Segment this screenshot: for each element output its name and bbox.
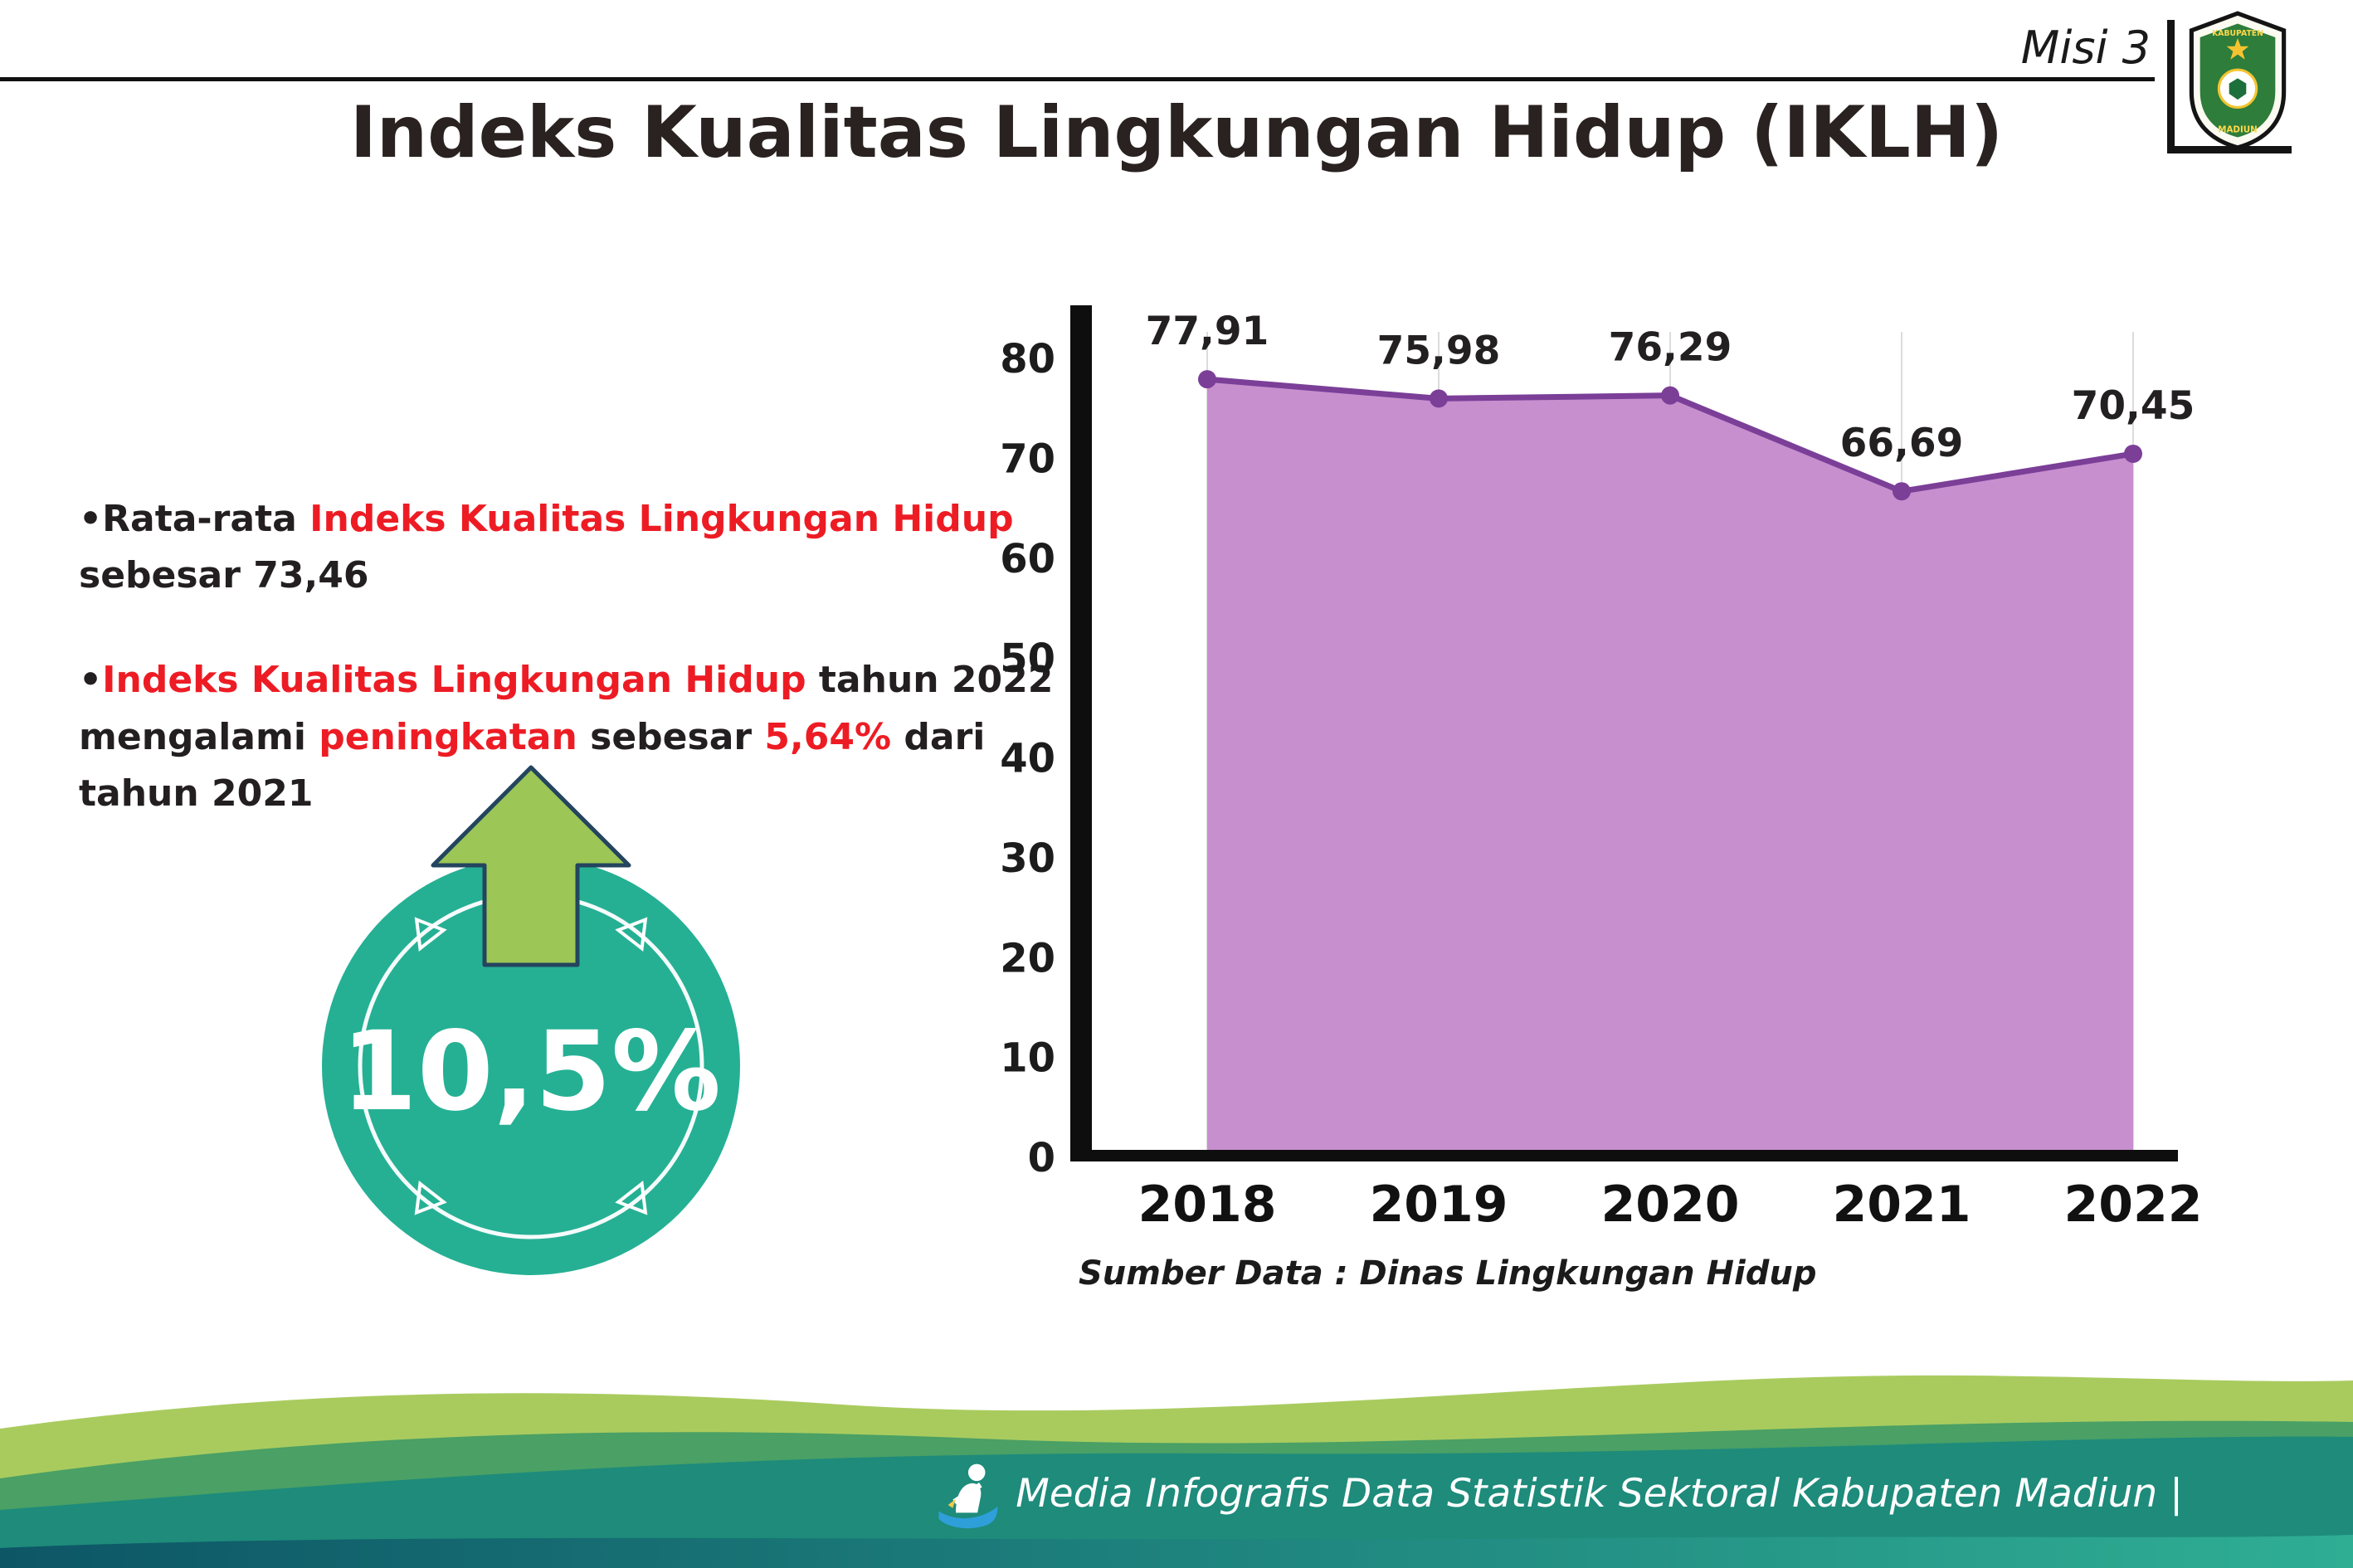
chart-area [1207,379,2133,1153]
y-tick-label: 50 [1000,635,1055,682]
text-segment: sebesar [577,715,765,758]
footer-waves [0,1375,2353,1568]
y-tick-label: 60 [1000,536,1055,582]
chart-source-note: Sumber Data : Dinas Lingkungan Hidup [1079,1254,1817,1293]
value-label: 75,98 [1377,328,1501,373]
iklh-area-chart: 77,91 75,98 76,29 66,69 70,45 0 10 20 30 40 50 60 70… [1000,305,2203,1234]
chart-point [1893,482,1911,501]
footer-bar: Media Infografis Data Statistik Sektoral… [0,1454,2353,1533]
y-tick-label: 70 [1000,436,1055,482]
logo-frame-vertical [2167,20,2175,153]
text-segment: dari tahun 2021 [79,715,986,815]
logo-emblem-shape [2229,78,2247,100]
x-tick-label: 2021 [1833,1176,1971,1234]
value-label: 70,45 [2072,383,2195,429]
text-segment-highlight: Indeks Kualitas Lingkungan Hidup [309,498,1014,540]
y-tick-label: 20 [1000,935,1055,981]
badge-ring-triangles [414,917,648,1215]
bullet-increase-iklh: •Indeks Kualitas Lingkungan Hidup tahun … [79,652,1058,822]
bullet-marker: • [79,498,103,540]
writer-icon-pencil-tip [948,1498,957,1508]
x-tick-label: 2019 [1370,1176,1508,1234]
ring-triangle-icon [615,1181,648,1215]
value-label: 66,69 [1840,421,1964,466]
value-label: 77,91 [1146,309,1269,354]
chart-point [1198,370,1216,389]
x-tick-label: 2018 [1138,1176,1277,1234]
top-divider-line [0,77,2155,81]
y-tick-label: 30 [1000,835,1055,882]
chart-point [2124,444,2142,463]
ring-triangle-icon [414,917,447,952]
increase-badge: 10,5% [322,765,740,1275]
x-tick-label: 2020 [1601,1176,1740,1234]
ring-triangle-icon [414,1181,447,1215]
wave-bottom-strip [0,1535,2353,1568]
kabupaten-madiun-logo-icon: KABUPATEN MADIUN [2189,11,2287,150]
text-segment-highlight: Indeks Kualitas Lingkungan Hidup [102,659,806,702]
bullet-marker: • [79,659,103,702]
writer-icon-pencil [952,1482,982,1504]
up-arrow-icon [431,765,631,967]
logo-bottom-text: MADIUN [2218,124,2258,134]
x-tick-label: 2022 [2064,1176,2203,1234]
chart-point [1661,386,1679,405]
bullet-average-iklh: •Rata-rata Indeks Kualitas Lingkungan Hi… [79,491,1058,604]
logo-top-text: KABUPATEN [2212,29,2263,38]
y-axis [1070,305,1092,1161]
logo-star-icon [2226,38,2249,60]
text-segment-highlight: peningkatan [319,715,577,758]
logo-frame-horizontal [2167,146,2292,153]
y-tick-label: 40 [1000,736,1055,782]
writer-icon-swoosh [938,1506,998,1528]
footer-credit-text: Media Infografis Data Statistik Sektoral… [1016,1470,2183,1517]
y-tick-label: 10 [1000,1035,1055,1082]
x-axis [1070,1150,2178,1161]
wave-teal [0,1436,2353,1568]
text-segment: sebesar 73,46 [79,554,369,597]
text-segment: tahun 2022 mengalami [79,659,1054,758]
ring-triangle-icon [615,917,648,952]
text-segment-highlight: 5,64% [764,715,892,758]
y-tick-label: 0 [1028,1135,1055,1181]
chart-point [1430,389,1448,408]
page-title: Indeks Kualitas Lingkungan Hidup (IKLH) [349,91,2004,174]
summary-bullets: •Rata-rata Indeks Kualitas Lingkungan Hi… [79,491,1058,870]
y-tick-label: 80 [1000,336,1055,382]
writer-icon-head [968,1463,986,1481]
value-label: 76,29 [1609,325,1732,371]
text-segment: Rata-rata [102,498,310,540]
misi-label: Misi 3 [2020,22,2151,74]
badge-percentage: 10,5% [341,1008,721,1136]
writer-icon [938,1463,998,1528]
badge-circle [322,857,740,1275]
